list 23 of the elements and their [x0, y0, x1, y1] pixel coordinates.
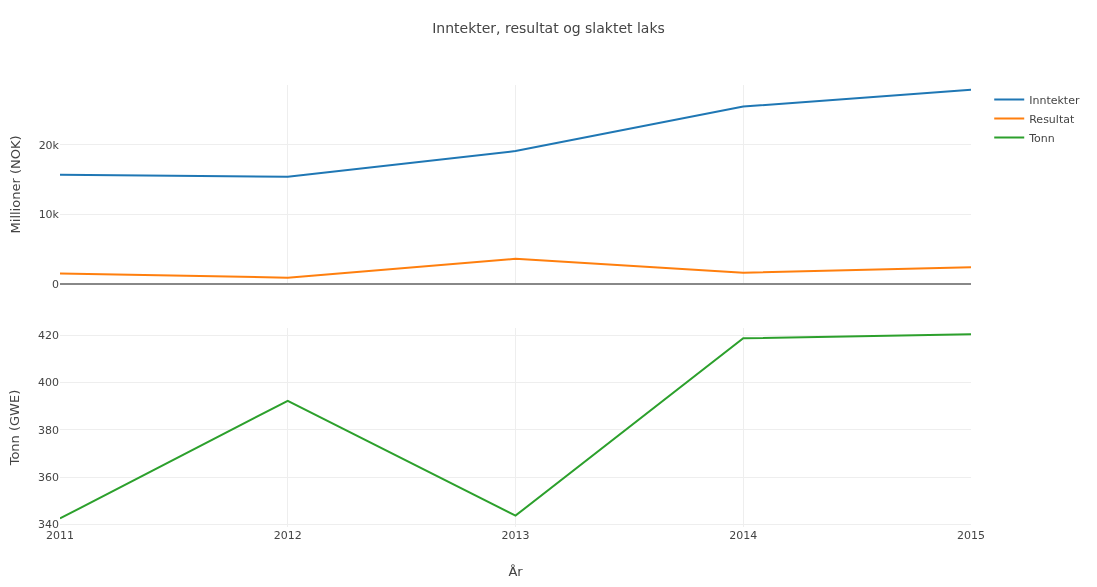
y-tick-label: 420 — [38, 329, 59, 343]
x-tick-label: 2014 — [729, 529, 758, 542]
line-series — [60, 257, 971, 279]
line-series — [60, 88, 971, 178]
legend-label: Resultat — [1029, 112, 1075, 126]
x-tick-label: 2015 — [957, 529, 985, 542]
legend-label: Inntekter — [1029, 93, 1080, 107]
y-tick-label: 20k — [38, 138, 60, 152]
y-tick-label: 380 — [38, 423, 59, 437]
y-tick-label: 10k — [38, 208, 60, 222]
x-tick-label: 2011 — [46, 529, 74, 542]
x-axis-title: År — [508, 563, 524, 579]
y-axis-title: Millioner (NOK) — [7, 135, 23, 234]
y-tick-label: 400 — [38, 376, 59, 390]
y-axis-title: Tonn (GWE) — [6, 389, 22, 467]
y-tick-label: 0 — [52, 277, 59, 291]
x-tick-label: 2012 — [273, 529, 302, 542]
line-series — [60, 333, 971, 520]
legend-label: Tonn — [1028, 131, 1055, 145]
y-tick-label: 360 — [38, 471, 59, 485]
y-tick-label: 340 — [38, 518, 59, 532]
chart-title: Inntekter, resultat og slaktet laks — [432, 20, 665, 37]
x-tick-label: 2013 — [501, 529, 530, 542]
